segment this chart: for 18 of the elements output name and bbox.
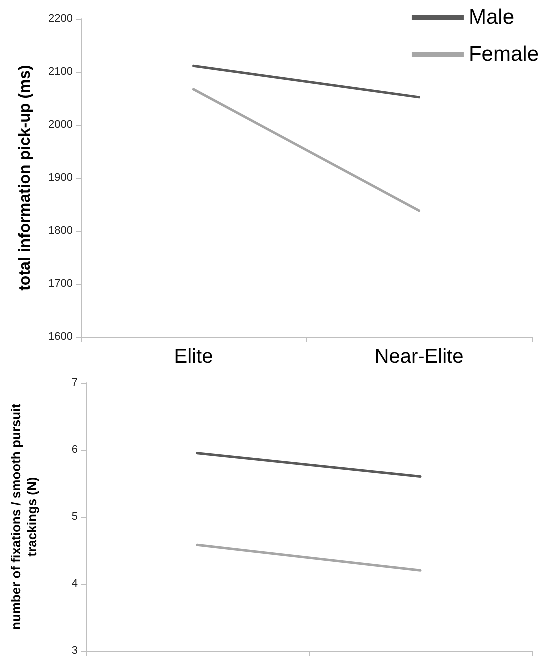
y-tick-label: 3	[72, 645, 78, 657]
y-tick-label: 2200	[48, 13, 73, 25]
legend-label: Male	[468, 6, 515, 29]
y-tick-label: 6	[72, 444, 78, 456]
x-tick-label: Elite	[174, 346, 214, 368]
y-tick-label: 1700	[48, 278, 73, 290]
y-tick-label: 2000	[48, 119, 73, 131]
y-tick-label: 1900	[48, 172, 73, 184]
y-tick-label: 4	[72, 578, 78, 590]
y-tick-label: 1600	[48, 331, 73, 343]
x-tick-label: Near-Elite	[374, 346, 464, 368]
y-tick-label: 5	[72, 511, 78, 523]
y-axis-title: number of fixations / smooth pursuit trackings (N)	[8, 403, 40, 630]
legend-label: Female	[468, 43, 540, 66]
y-axis-title: total information pick-up (ms)	[17, 65, 34, 291]
y-tick-label: 7	[72, 377, 78, 389]
y-tick-label: 1800	[48, 225, 73, 237]
y-tick-label: 2100	[48, 66, 73, 78]
